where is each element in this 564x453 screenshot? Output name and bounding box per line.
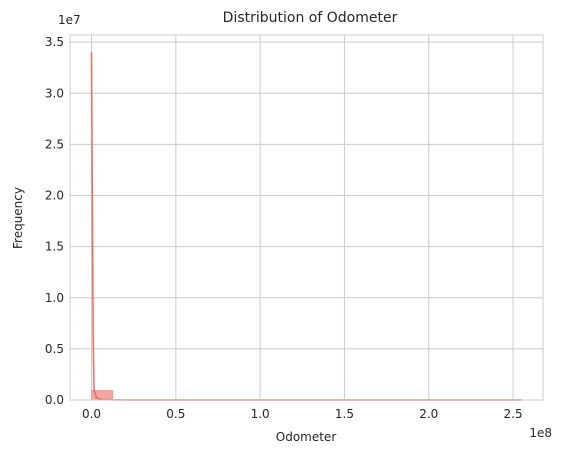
grid-lines xyxy=(70,35,543,401)
y-tick-label: 1.5 xyxy=(45,240,64,254)
y-axis-label: Frequency xyxy=(11,187,25,249)
y-tick-label: 0.0 xyxy=(45,393,64,407)
x-axis-label: Odometer xyxy=(276,430,337,444)
x-tick-label: 1.0 xyxy=(251,407,270,421)
chart-title: Distribution of Odometer xyxy=(223,10,398,26)
plot-frame xyxy=(69,34,544,401)
x-tick-label: 1.5 xyxy=(335,407,354,421)
y-offset-label: 1e7 xyxy=(58,13,81,27)
y-tick-label: 3.0 xyxy=(45,86,64,100)
y-tick-labels: 0.0 0.5 1.0 1.5 2.0 2.5 3.0 3.5 xyxy=(45,35,64,407)
y-tick-label: 3.5 xyxy=(45,35,64,49)
x-offset-label: 1e8 xyxy=(529,426,552,440)
x-tick-label: 0.0 xyxy=(82,407,101,421)
y-tick-label: 2.0 xyxy=(45,189,64,203)
x-tick-label: 2.5 xyxy=(504,407,523,421)
x-tick-label: 2.0 xyxy=(419,407,438,421)
y-tick-label: 1.0 xyxy=(45,291,64,305)
x-tick-labels: 0.0 0.5 1.0 1.5 2.0 2.5 xyxy=(82,407,523,421)
y-tick-label: 0.5 xyxy=(45,342,64,356)
x-tick-label: 0.5 xyxy=(166,407,185,421)
y-tick-label: 2.5 xyxy=(45,137,64,151)
